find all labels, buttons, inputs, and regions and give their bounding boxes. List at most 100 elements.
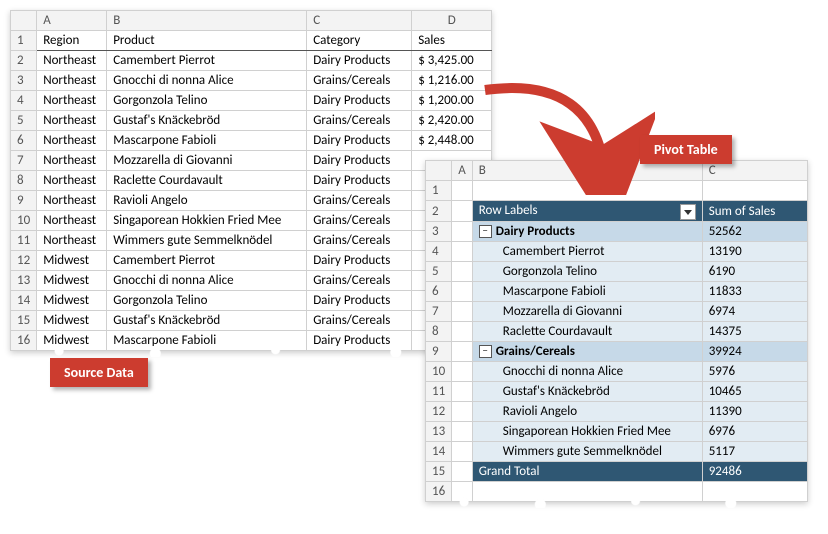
cell-region[interactable]: Northeast bbox=[37, 71, 107, 91]
cell-product[interactable]: Gustaf's Knäckebröd bbox=[107, 111, 307, 131]
pivot-spacer[interactable] bbox=[452, 262, 473, 282]
pivot-spacer[interactable] bbox=[452, 402, 473, 422]
pivot-spacer[interactable] bbox=[452, 482, 473, 502]
row-header[interactable]: 12 bbox=[11, 251, 37, 271]
row-header[interactable]: 14 bbox=[426, 442, 452, 462]
pivot-item[interactable]: Ravioli Angelo bbox=[472, 402, 702, 422]
cell-category[interactable]: Dairy Products bbox=[307, 291, 412, 311]
cell-category[interactable]: Dairy Products bbox=[307, 251, 412, 271]
pivot-spacer[interactable] bbox=[452, 242, 473, 262]
cell-sales[interactable]: $ 2,448.00 bbox=[412, 131, 492, 151]
pivot-item[interactable]: Gnocchi di nonna Alice bbox=[472, 362, 702, 382]
col-header-D[interactable]: D bbox=[412, 11, 492, 31]
pivot-sum-header[interactable]: Sum of Sales bbox=[702, 201, 807, 222]
cell-category[interactable]: Dairy Products bbox=[307, 51, 412, 71]
pivot-spacer[interactable] bbox=[452, 282, 473, 302]
row-header[interactable]: 4 bbox=[426, 242, 452, 262]
header-sales[interactable]: Sales bbox=[412, 31, 492, 51]
source-data-sheet[interactable]: A B C D 1 Region Product Category Sales … bbox=[10, 10, 492, 351]
pivot-item-value[interactable]: 6974 bbox=[702, 302, 807, 322]
pivot-category-value[interactable]: 39924 bbox=[702, 342, 807, 362]
cell-product[interactable]: Gnocchi di nonna Alice bbox=[107, 71, 307, 91]
pivot-spacer[interactable] bbox=[452, 382, 473, 402]
pivot-item-value[interactable]: 10465 bbox=[702, 382, 807, 402]
pivot-cell[interactable] bbox=[702, 181, 807, 201]
cell-product[interactable]: Gnocchi di nonna Alice bbox=[107, 271, 307, 291]
pivot-spacer[interactable] bbox=[452, 222, 473, 242]
row-header[interactable]: 7 bbox=[426, 302, 452, 322]
cell-category[interactable]: Grains/Cereals bbox=[307, 271, 412, 291]
pivot-item-value[interactable]: 13190 bbox=[702, 242, 807, 262]
row-header[interactable]: 5 bbox=[11, 111, 37, 131]
cell-sales[interactable]: $ 2,420.00 bbox=[412, 111, 492, 131]
cell-category[interactable]: Grains/Cereals bbox=[307, 211, 412, 231]
row-header[interactable]: 15 bbox=[11, 311, 37, 331]
cell-region[interactable]: Northeast bbox=[37, 231, 107, 251]
pivot-item-value[interactable]: 11390 bbox=[702, 402, 807, 422]
cell-region[interactable]: Midwest bbox=[37, 291, 107, 311]
header-region[interactable]: Region bbox=[37, 31, 107, 51]
cell-region[interactable]: Northeast bbox=[37, 131, 107, 151]
pivot-item-value[interactable]: 14375 bbox=[702, 322, 807, 342]
cell-product[interactable]: Mascarpone Fabioli bbox=[107, 131, 307, 151]
pivot-item[interactable]: Singaporean Hokkien Fried Mee bbox=[472, 422, 702, 442]
pivot-item[interactable]: Raclette Courdavault bbox=[472, 322, 702, 342]
cell-product[interactable]: Singaporean Hokkien Fried Mee bbox=[107, 211, 307, 231]
row-header[interactable]: 13 bbox=[426, 422, 452, 442]
cell-region[interactable]: Northeast bbox=[37, 191, 107, 211]
pivot-category-value[interactable]: 52562 bbox=[702, 222, 807, 242]
select-all-corner[interactable] bbox=[11, 11, 37, 31]
pivot-item-value[interactable]: 6190 bbox=[702, 262, 807, 282]
row-header[interactable]: 14 bbox=[11, 291, 37, 311]
cell-category[interactable]: Dairy Products bbox=[307, 331, 412, 351]
pivot-item-value[interactable]: 6976 bbox=[702, 422, 807, 442]
pivot-item-value[interactable]: 5117 bbox=[702, 442, 807, 462]
row-header[interactable]: 8 bbox=[11, 171, 37, 191]
row-header[interactable]: 1 bbox=[426, 181, 452, 201]
row-header-1[interactable]: 1 bbox=[11, 31, 37, 51]
cell-region[interactable]: Northeast bbox=[37, 51, 107, 71]
pivot-spacer[interactable] bbox=[452, 442, 473, 462]
row-header[interactable]: 6 bbox=[11, 131, 37, 151]
pivot-item-value[interactable]: 11833 bbox=[702, 282, 807, 302]
cell-category[interactable]: Grains/Cereals bbox=[307, 191, 412, 211]
pivot-grand-total-value[interactable]: 92486 bbox=[702, 462, 807, 482]
cell-region[interactable]: Northeast bbox=[37, 171, 107, 191]
row-header[interactable]: 11 bbox=[426, 382, 452, 402]
row-header[interactable]: 2 bbox=[11, 51, 37, 71]
row-header[interactable]: 10 bbox=[426, 362, 452, 382]
cell-category[interactable]: Dairy Products bbox=[307, 171, 412, 191]
cell-category[interactable]: Dairy Products bbox=[307, 91, 412, 111]
pivot-col-header-A[interactable]: A bbox=[452, 161, 473, 181]
row-header[interactable]: 12 bbox=[426, 402, 452, 422]
pivot-spacer[interactable] bbox=[452, 302, 473, 322]
cell-product[interactable]: Wimmers gute Semmelknödel bbox=[107, 231, 307, 251]
cell-product[interactable]: Ravioli Angelo bbox=[107, 191, 307, 211]
filter-dropdown-icon[interactable] bbox=[680, 204, 696, 220]
row-header[interactable]: 3 bbox=[11, 71, 37, 91]
pivot-item[interactable]: Mozzarella di Giovanni bbox=[472, 302, 702, 322]
row-header[interactable]: 9 bbox=[426, 342, 452, 362]
pivot-spacer[interactable] bbox=[452, 342, 473, 362]
row-header[interactable]: 8 bbox=[426, 322, 452, 342]
cell-region[interactable]: Northeast bbox=[37, 211, 107, 231]
cell-category[interactable]: Dairy Products bbox=[307, 151, 412, 171]
pivot-spacer[interactable] bbox=[452, 322, 473, 342]
col-header-C[interactable]: C bbox=[307, 11, 412, 31]
cell-sales[interactable]: $ 1,216.00 bbox=[412, 71, 492, 91]
cell-region[interactable]: Midwest bbox=[37, 331, 107, 351]
cell-region[interactable]: Midwest bbox=[37, 271, 107, 291]
cell-product[interactable]: Raclette Courdavault bbox=[107, 171, 307, 191]
pivot-cell[interactable] bbox=[702, 482, 807, 502]
pivot-category[interactable]: −Grains/Cereals bbox=[472, 342, 702, 362]
col-header-A[interactable]: A bbox=[37, 11, 107, 31]
header-category[interactable]: Category bbox=[307, 31, 412, 51]
cell-product[interactable]: Mozzarella di Giovanni bbox=[107, 151, 307, 171]
row-header[interactable]: 2 bbox=[426, 201, 452, 222]
pivot-item[interactable]: Wimmers gute Semmelknödel bbox=[472, 442, 702, 462]
cell-region[interactable]: Midwest bbox=[37, 311, 107, 331]
row-header[interactable]: 11 bbox=[11, 231, 37, 251]
pivot-spacer[interactable] bbox=[452, 362, 473, 382]
row-header[interactable]: 16 bbox=[426, 482, 452, 502]
cell-product[interactable]: Camembert Pierrot bbox=[107, 51, 307, 71]
